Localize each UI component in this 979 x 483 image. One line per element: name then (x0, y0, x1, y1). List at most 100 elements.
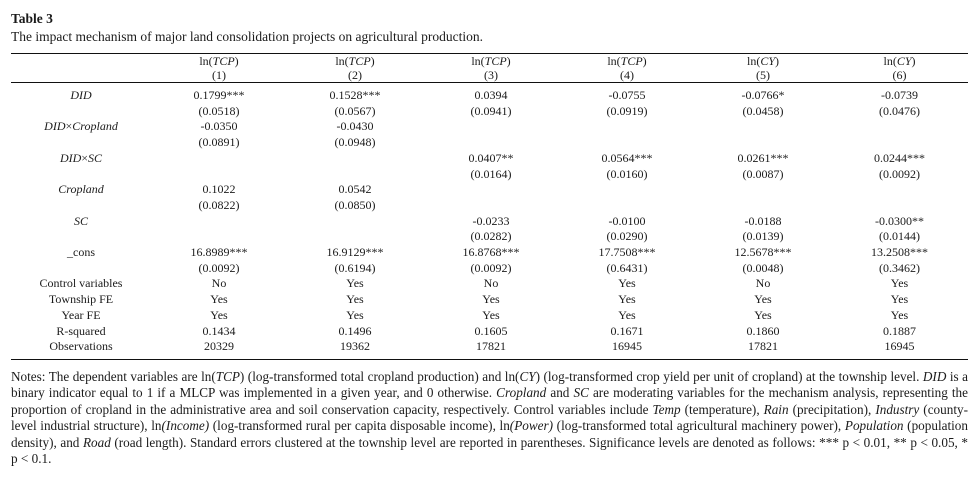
column-header: ln(TCP) (3) (423, 53, 559, 83)
coef-cell: 0.0261*** (737, 150, 789, 165)
coef-cell (287, 151, 423, 167)
se-cell (287, 229, 423, 245)
se-cell: (0.0092) (879, 166, 920, 181)
se-cell: (0.6194) (334, 260, 376, 275)
table-row-se: (0.0822) (0.0850) (11, 198, 968, 214)
table-title: Table 3 (11, 11, 53, 26)
meta-cell: Yes (618, 292, 636, 307)
se-cell (559, 135, 695, 151)
coef-cell (559, 182, 695, 198)
meta-cell: Yes (210, 292, 228, 307)
meta-cell: Yes (618, 276, 636, 291)
table-row-se: (0.0891) (0.0948) (11, 135, 968, 151)
coef-cell (423, 182, 559, 198)
row-label: R-squared (56, 323, 106, 338)
se-cell: (0.0092) (198, 260, 240, 275)
row-label (11, 167, 151, 183)
coef-cell: 0.1022 (202, 182, 236, 197)
se-cell: (0.0144) (879, 229, 920, 244)
coef-cell: 13.2508*** (871, 245, 928, 260)
meta-cell: 20329 (204, 339, 234, 354)
coef-cell (695, 119, 831, 135)
meta-cell: No (211, 276, 227, 291)
header-empty-cell (11, 53, 151, 83)
se-cell (695, 198, 831, 214)
coef-cell: 0.0394 (474, 88, 508, 102)
meta-cell: 17821 (476, 339, 506, 354)
coef-cell: 16.8768*** (462, 245, 520, 260)
meta-cell: 0.1887 (883, 323, 916, 338)
coef-cell (559, 119, 695, 135)
row-label: Observations (49, 339, 113, 354)
table-notes: Notes: The dependent variables are ln(TC… (11, 368, 969, 466)
table-caption: The impact mechanism of major land conso… (11, 29, 483, 44)
column-number: (2) (348, 68, 362, 82)
column-header: ln(TCP) (1) (151, 53, 287, 83)
meta-cell: 17821 (748, 339, 778, 354)
row-label: SC (73, 213, 88, 228)
column-number: (1) (212, 68, 226, 82)
coef-cell: 16.8989*** (190, 245, 248, 260)
meta-cell: 16945 (612, 339, 642, 354)
se-cell (151, 167, 287, 183)
se-cell: (0.0822) (198, 197, 240, 212)
meta-cell: Yes (210, 307, 228, 322)
row-label: DID×SC (59, 150, 103, 165)
coef-cell: -0.0100 (608, 213, 646, 228)
row-label (11, 135, 151, 151)
se-cell (423, 198, 559, 214)
se-cell: (0.0160) (606, 166, 648, 181)
coef-cell: -0.0300** (875, 213, 924, 228)
meta-cell: Yes (890, 307, 909, 322)
paper-page: Table 3 The impact mechanism of major la… (11, 11, 969, 466)
meta-cell: No (755, 276, 771, 291)
column-header: ln(CY) (5) (695, 53, 831, 83)
meta-cell: Yes (890, 276, 909, 291)
table-row-coef: DID×SC 0.0407** 0.0564*** 0.0261*** 0.0244**… (11, 151, 968, 167)
se-cell: (0.0948) (334, 135, 376, 150)
meta-cell: Yes (754, 307, 772, 322)
column-number: (6) (892, 68, 907, 82)
table-row-coef: SC -0.0233 -0.0100 -0.0188 -0.0300** (11, 214, 968, 230)
table-header-row: ln(TCP) (1) ln(TCP) (2) ln(TCP) (3) ln(TCP)… (11, 53, 968, 83)
meta-cell: No (483, 276, 499, 291)
se-cell: (0.0941) (470, 103, 512, 118)
column-number: (3) (484, 68, 498, 82)
row-label: Cropland (58, 182, 104, 197)
se-cell (287, 167, 423, 183)
coef-cell: 17.7508*** (598, 245, 656, 260)
meta-cell: 0.1860 (746, 323, 780, 338)
coef-cell: 12.5678*** (734, 245, 792, 260)
row-label (11, 229, 151, 245)
se-cell: (0.0048) (742, 260, 784, 275)
column-dep-var: ln(TCP) (471, 54, 511, 68)
coef-cell: -0.0755 (608, 88, 646, 102)
se-cell: (0.0282) (470, 229, 512, 244)
coef-cell: 0.1799*** (193, 88, 245, 102)
column-number: (5) (756, 68, 770, 82)
se-cell: (0.0139) (742, 229, 784, 244)
meta-cell: 16945 (884, 339, 915, 354)
column-header: ln(TCP) (4) (559, 53, 695, 83)
meta-cell: 0.1434 (202, 323, 236, 338)
row-label (11, 104, 151, 120)
column-dep-var: ln(CY) (883, 54, 916, 68)
table-row-coef: DID 0.1799*** 0.1528*** 0.0394 -0.0755 -0.076… (11, 83, 968, 104)
row-label: DID (70, 88, 92, 102)
coef-cell (423, 119, 559, 135)
column-header: ln(TCP) (2) (287, 53, 423, 83)
column-dep-var: ln(TCP) (335, 54, 375, 68)
coef-cell (831, 182, 968, 198)
meta-cell: Yes (346, 292, 364, 307)
meta-cell: 0.1671 (610, 323, 644, 338)
table-row-meta: Control variables No Yes No Yes No Yes (11, 276, 968, 292)
coef-cell: -0.0350 (200, 119, 238, 134)
se-cell: (0.6431) (606, 260, 648, 275)
coef-cell (695, 182, 831, 198)
column-dep-var: ln(TCP) (199, 54, 239, 68)
coef-cell: 0.0407** (468, 150, 514, 165)
column-dep-var: ln(TCP) (607, 54, 647, 68)
se-cell: (0.0092) (470, 260, 512, 275)
se-cell: (0.0164) (470, 166, 512, 181)
row-label: DID×Cropland (44, 119, 118, 134)
